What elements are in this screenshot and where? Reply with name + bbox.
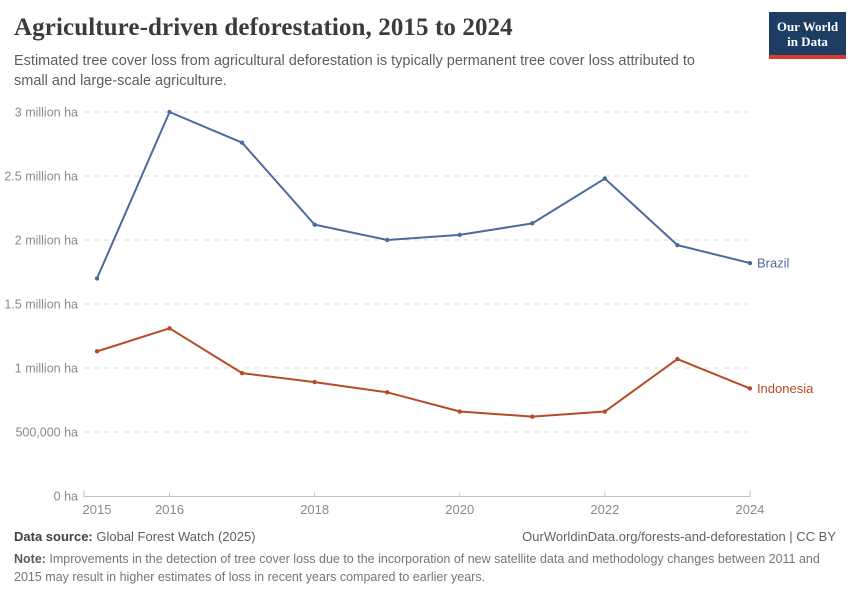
brazil-point [385,237,390,243]
indonesia-point [312,379,317,385]
owid-logo[interactable]: Our World in Data [769,12,846,59]
indonesia-point [747,386,753,391]
owid-url-link[interactable]: OurWorldinData.org/forests-and-deforesta… [522,529,836,544]
footer-note-label: Note: [14,552,46,566]
brazil-point [239,140,245,145]
y-tick-label: 1 million ha [15,362,78,376]
y-tick-label: 2 million ha [15,234,78,248]
y-tick-label: 3 million ha [15,106,78,120]
y-tick-label: 0 ha [54,490,78,504]
brazil-point [312,222,317,227]
brazil-point [675,242,680,248]
brazil-series-label[interactable]: Brazil [757,256,790,271]
brazil-line[interactable] [96,111,751,279]
data-source-label: Data source: [14,529,93,544]
indonesia-point [675,356,680,362]
indonesia-point [239,370,245,376]
x-tick-label: 2020 [445,502,474,517]
indonesia-point [94,349,100,354]
x-axis-line [83,490,751,497]
x-tick-label: 2016 [155,502,184,517]
indonesia-point [530,414,535,419]
indonesia-series-label[interactable]: Indonesia [757,381,814,396]
brazil-point [94,276,100,281]
x-tick-label: 2022 [590,502,619,517]
y-tick-label: 500,000 ha [15,426,78,440]
footer-source-row: Data source: Global Forest Watch (2025) … [14,529,836,544]
indonesia-point [385,390,390,395]
owid-logo-line2: in Data [787,33,828,49]
footer-note: Note: Improvements in the detection of t… [14,551,832,587]
y-tick-label: 2.5 million ha [4,170,78,184]
brazil-point [167,109,172,115]
brazil-point [747,260,753,266]
owid-logo-line1: Our World [776,18,839,34]
indonesia-point [167,326,172,331]
brazil-series[interactable]: Brazil [94,109,790,281]
footer-note-text: Improvements in the detection of tree co… [14,552,820,584]
chart-subtitle: Estimated tree cover loss from agricultu… [14,53,695,89]
data-source: Data source: Global Forest Watch (2025) [14,529,256,544]
x-tick-label: 2015 [83,502,112,517]
brazil-point [530,221,535,226]
x-tick-label: 2024 [735,502,764,517]
indonesia-line[interactable] [96,327,751,418]
chart-footer: Data source: Global Forest Watch (2025) … [14,529,836,587]
data-source-value: Global Forest Watch (2025) [92,529,256,544]
indonesia-series[interactable]: Indonesia [94,326,814,419]
page-title: Agriculture-driven deforestation, 2015 t… [14,14,513,41]
x-tick-label: 2018 [300,502,329,517]
brazil-point [602,176,608,181]
indonesia-point [457,409,462,414]
brazil-point [457,232,462,238]
y-tick-label: 1.5 million ha [4,298,78,312]
indonesia-point [602,409,608,414]
owid-logo-red-strip [769,55,846,59]
